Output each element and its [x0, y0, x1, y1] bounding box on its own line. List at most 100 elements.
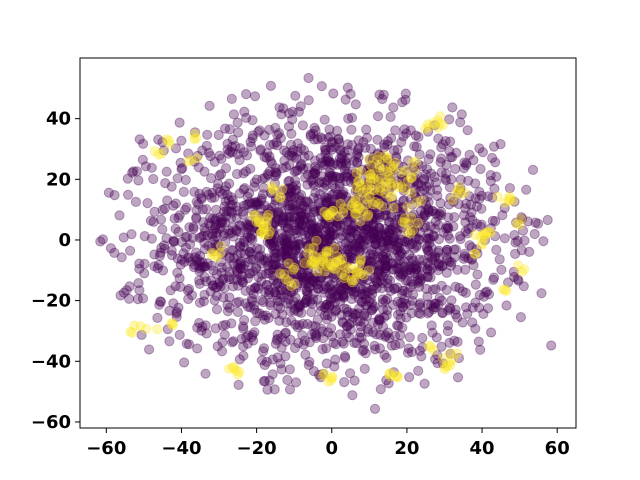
data-point-class-0 — [347, 227, 358, 238]
data-point-class-0 — [331, 264, 342, 275]
data-point-class-0 — [283, 271, 294, 282]
data-point-class-0 — [323, 156, 334, 167]
data-point-class-0 — [321, 212, 332, 223]
data-point-class-0 — [263, 216, 274, 227]
data-point-class-0 — [325, 205, 336, 216]
data-point-class-0 — [306, 215, 317, 226]
data-point-class-0 — [293, 302, 304, 313]
data-point-class-0 — [372, 277, 383, 289]
data-point-class-0 — [442, 222, 453, 233]
data-point-class-0 — [369, 228, 380, 239]
data-point-class-1 — [152, 324, 163, 335]
data-point-class-0 — [308, 167, 319, 178]
data-point-class-0 — [159, 243, 170, 254]
data-point-class-0 — [325, 233, 336, 244]
data-point-class-0 — [264, 287, 275, 298]
data-point-class-0 — [217, 274, 228, 285]
data-point-class-0 — [351, 230, 362, 241]
data-point-class-0 — [273, 215, 284, 226]
data-point-class-0 — [293, 235, 304, 246]
data-point-class-0 — [205, 220, 216, 231]
data-point-class-0 — [198, 230, 209, 241]
data-point-class-0 — [392, 309, 404, 320]
data-point-class-0 — [320, 255, 331, 266]
data-point-class-0 — [370, 188, 381, 199]
data-point-class-0 — [283, 274, 294, 285]
data-point-class-0 — [420, 199, 431, 210]
data-point-class-0 — [340, 352, 351, 363]
data-point-class-0 — [235, 263, 247, 275]
data-point-class-0 — [255, 144, 266, 155]
data-point-class-0 — [433, 265, 444, 276]
data-point-class-0 — [238, 209, 249, 220]
data-point-class-0 — [427, 327, 438, 338]
data-point-class-0 — [358, 216, 369, 227]
data-point-class-0 — [301, 212, 312, 223]
data-point-class-0 — [246, 332, 257, 343]
data-point-class-0 — [189, 186, 200, 197]
data-point-class-0 — [228, 258, 239, 270]
data-point-class-0 — [401, 214, 412, 225]
data-point-class-1 — [338, 207, 349, 218]
data-point-class-0 — [290, 240, 301, 251]
data-point-class-0 — [363, 165, 374, 176]
data-point-class-0 — [341, 273, 352, 284]
data-point-class-0 — [248, 335, 259, 346]
data-point-class-0 — [338, 338, 349, 349]
data-point-class-0 — [164, 336, 175, 347]
data-point-class-0 — [125, 245, 136, 256]
data-point-class-0 — [392, 263, 403, 274]
data-point-class-0 — [254, 252, 265, 263]
data-point-class-0 — [361, 310, 372, 322]
data-point-class-0 — [313, 249, 324, 260]
data-point-class-0 — [264, 124, 275, 135]
data-point-class-0 — [309, 258, 320, 269]
data-point-class-0 — [173, 226, 184, 238]
data-point-class-0 — [270, 287, 281, 298]
data-point-class-0 — [404, 261, 415, 273]
data-point-class-0 — [256, 276, 267, 287]
data-point-class-0 — [349, 205, 360, 216]
data-point-class-0 — [392, 238, 404, 249]
data-point-class-0 — [441, 244, 452, 255]
data-point-class-0 — [352, 157, 363, 168]
data-point-class-0 — [402, 235, 414, 246]
data-point-class-0 — [286, 128, 297, 139]
data-point-class-1 — [485, 227, 496, 238]
data-point-class-0 — [497, 210, 508, 221]
data-point-class-0 — [368, 317, 379, 328]
data-point-class-0 — [396, 217, 407, 228]
data-point-class-0 — [381, 228, 392, 240]
data-point-class-0 — [211, 290, 222, 301]
data-point-class-0 — [360, 348, 371, 359]
data-point-class-0 — [407, 263, 418, 274]
data-point-class-0 — [321, 198, 332, 209]
data-point-class-0 — [193, 162, 204, 173]
data-point-class-0 — [403, 343, 414, 354]
data-point-class-0 — [302, 318, 313, 330]
data-point-class-0 — [310, 165, 321, 176]
data-point-class-0 — [323, 132, 334, 143]
data-point-class-0 — [265, 297, 276, 308]
data-point-class-0 — [371, 173, 382, 184]
data-point-class-0 — [358, 221, 369, 232]
data-point-class-0 — [300, 230, 311, 241]
data-point-class-0 — [340, 275, 351, 286]
data-point-class-0 — [399, 256, 410, 267]
data-point-class-0 — [315, 132, 326, 143]
data-point-class-0 — [373, 194, 384, 205]
data-point-class-0 — [420, 210, 431, 221]
data-point-class-0 — [270, 259, 281, 271]
data-point-class-0 — [346, 124, 357, 135]
data-point-class-0 — [227, 195, 238, 206]
data-point-class-0 — [304, 243, 315, 254]
data-point-class-0 — [434, 261, 445, 272]
data-point-class-0 — [361, 262, 372, 273]
data-point-class-0 — [417, 332, 428, 344]
data-point-class-0 — [422, 271, 433, 282]
data-point-class-0 — [388, 200, 399, 211]
data-point-class-0 — [122, 173, 133, 184]
data-point-class-0 — [352, 308, 363, 319]
data-point-class-0 — [204, 100, 215, 112]
data-point-class-0 — [401, 128, 412, 139]
